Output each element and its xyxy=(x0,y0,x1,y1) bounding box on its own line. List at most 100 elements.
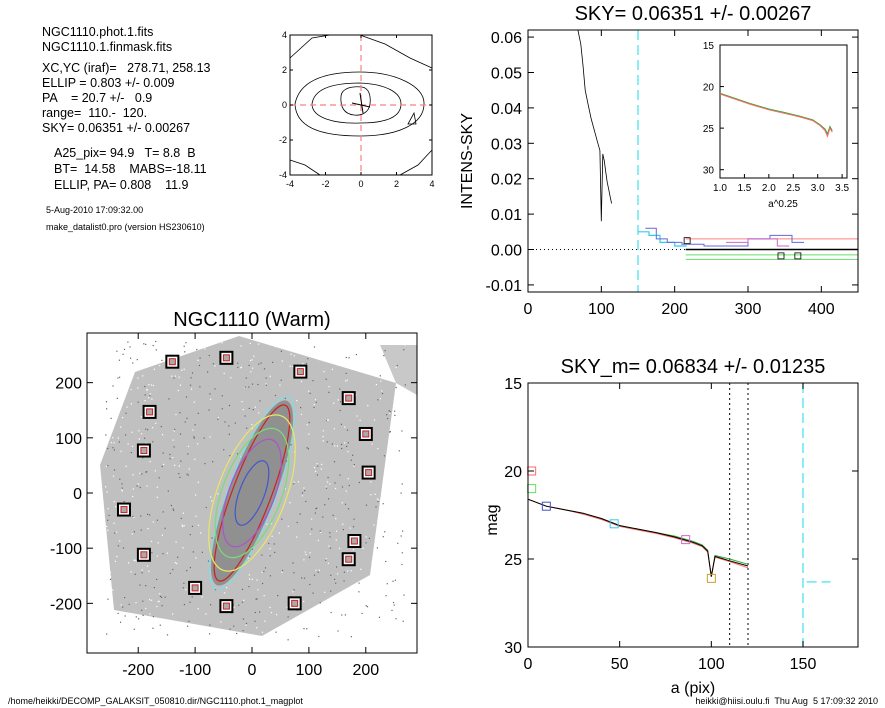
noise-speck xyxy=(284,488,286,490)
noise-speck xyxy=(130,452,132,454)
noise-speck xyxy=(133,531,135,533)
info-line: NGC1110.phot.1.fits xyxy=(42,25,153,39)
noise-speck xyxy=(195,557,197,559)
sky-box-inner xyxy=(140,551,148,559)
sky-marker xyxy=(683,237,691,245)
noise-speck xyxy=(365,605,367,607)
noise-speck xyxy=(128,603,130,605)
isophote-ellipse xyxy=(234,460,270,526)
noise-speck xyxy=(324,504,326,506)
noise-speck xyxy=(367,405,369,407)
noise-speck xyxy=(334,347,336,349)
noise-speck xyxy=(173,430,175,432)
noise-speck xyxy=(376,547,378,549)
noise-speck xyxy=(153,368,155,370)
noise-speck xyxy=(149,514,151,516)
noise-speck xyxy=(388,580,390,582)
noise-speck xyxy=(176,562,178,565)
image-xtick-label: 100 xyxy=(296,662,323,679)
noise-speck xyxy=(175,413,177,416)
footer-user: heikki@hiisi.oulu.fi Thu Aug 5 17:09:32 … xyxy=(695,696,878,706)
noise-speck xyxy=(293,481,295,483)
sky-box-inner xyxy=(140,447,148,455)
noise-speck xyxy=(108,576,110,578)
noise-speck xyxy=(337,630,339,632)
noise-speck xyxy=(125,412,127,414)
noise-speck xyxy=(164,596,166,598)
noise-speck xyxy=(315,508,317,510)
noise-speck xyxy=(130,388,132,391)
noise-speck xyxy=(280,379,282,381)
noise-speck xyxy=(264,620,266,622)
noise-speck xyxy=(249,555,251,557)
noise-speck xyxy=(204,348,206,350)
sky-xtick-label: 400 xyxy=(808,301,835,318)
noise-speck xyxy=(110,361,112,363)
noise-speck xyxy=(301,577,303,579)
noise-speck xyxy=(214,388,216,390)
noise-speck xyxy=(203,437,205,439)
noise-speck xyxy=(377,501,379,503)
noise-speck xyxy=(316,507,318,509)
contour-ytick-label: -4 xyxy=(279,170,287,180)
noise-speck xyxy=(269,575,271,577)
noise-speck xyxy=(287,639,289,641)
noise-speck xyxy=(266,523,268,525)
image-xtick-label: -200 xyxy=(122,662,154,679)
noise-speck xyxy=(254,406,256,408)
noise-speck xyxy=(142,614,144,616)
noise-speck xyxy=(377,399,379,401)
noise-speck xyxy=(156,486,158,488)
noise-speck xyxy=(136,344,138,346)
noise-speck xyxy=(331,347,333,349)
noise-speck xyxy=(393,604,395,606)
noise-speck xyxy=(353,465,355,467)
noise-speck xyxy=(322,516,324,518)
noise-speck xyxy=(115,531,118,533)
noise-speck xyxy=(341,614,343,616)
noise-speck xyxy=(324,591,326,593)
noise-speck xyxy=(273,543,275,545)
isophote-ellipse xyxy=(208,414,296,572)
noise-speck xyxy=(322,436,324,438)
noise-speck xyxy=(327,476,329,479)
noise-speck xyxy=(125,381,127,383)
noise-speck xyxy=(252,367,254,369)
noise-speck xyxy=(347,451,349,453)
noise-speck xyxy=(400,492,402,494)
mag-ytick-label: 15 xyxy=(504,376,522,393)
noise-speck xyxy=(304,490,306,492)
noise-speck xyxy=(161,465,163,467)
noise-speck xyxy=(347,478,349,480)
noise-speck xyxy=(220,621,222,623)
noise-speck xyxy=(126,406,128,408)
noise-speck xyxy=(189,567,191,569)
noise-speck xyxy=(111,390,113,392)
noise-speck xyxy=(392,539,394,541)
noise-speck xyxy=(348,484,350,487)
noise-speck xyxy=(229,628,231,630)
noise-speck xyxy=(395,596,397,598)
noise-speck xyxy=(157,542,159,544)
noise-speck xyxy=(305,622,307,624)
noise-speck xyxy=(174,375,176,377)
noise-speck xyxy=(256,579,258,581)
noise-speck xyxy=(189,601,191,603)
noise-speck xyxy=(287,525,289,527)
noise-speck xyxy=(315,401,317,403)
noise-speck xyxy=(106,525,108,528)
noise-speck xyxy=(325,559,327,561)
noise-speck xyxy=(339,547,341,550)
noise-speck xyxy=(303,600,305,603)
noise-speck xyxy=(193,437,195,439)
noise-speck xyxy=(180,517,182,519)
noise-speck xyxy=(389,431,391,433)
noise-speck xyxy=(109,571,111,573)
noise-speck xyxy=(140,416,142,418)
noise-speck xyxy=(191,525,194,527)
noise-speck xyxy=(280,350,282,352)
noise-speck xyxy=(156,578,158,580)
noise-speck xyxy=(190,377,192,379)
mag-ytick-label: 25 xyxy=(504,552,522,569)
noise-speck xyxy=(253,355,255,357)
